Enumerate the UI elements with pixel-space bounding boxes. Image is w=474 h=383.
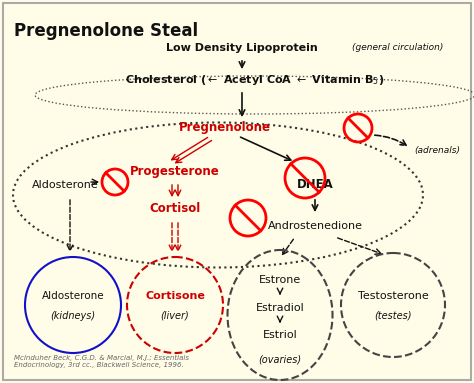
Text: DHEA: DHEA: [297, 178, 333, 192]
Text: Progesterone: Progesterone: [130, 165, 220, 178]
Text: (kidneys): (kidneys): [50, 311, 96, 321]
Text: (liver): (liver): [161, 311, 190, 321]
Text: Pregnenolone: Pregnenolone: [179, 121, 271, 134]
Text: (adrenals): (adrenals): [414, 146, 460, 154]
Text: Estrone: Estrone: [259, 275, 301, 285]
Text: Low Density Lipoprotein: Low Density Lipoprotein: [166, 43, 318, 53]
Text: (testes): (testes): [374, 311, 412, 321]
Text: Cortisol: Cortisol: [149, 201, 201, 214]
Text: Estriol: Estriol: [263, 330, 297, 340]
Text: Testosterone: Testosterone: [357, 291, 428, 301]
Text: Cortisone: Cortisone: [145, 291, 205, 301]
Text: Cholesterol ($\leftarrow$ Acetyl CoA $\leftarrow$ Vitamin B$_5$): Cholesterol ($\leftarrow$ Acetyl CoA $\l…: [126, 73, 384, 87]
Text: (ovaries): (ovaries): [258, 355, 301, 365]
FancyBboxPatch shape: [3, 3, 471, 380]
Text: Estradiol: Estradiol: [255, 303, 304, 313]
Text: Androstenedione: Androstenedione: [267, 221, 363, 231]
Text: Pregnenolone Steal: Pregnenolone Steal: [14, 22, 198, 40]
Text: Mclnduher Beck, C.G.D. & Marcial, M.J.; Essentials
Endocrinology, 3rd cc., Black: Mclnduher Beck, C.G.D. & Marcial, M.J.; …: [14, 355, 189, 368]
Text: Aldosterone: Aldosterone: [32, 180, 99, 190]
Text: Aldosterone: Aldosterone: [42, 291, 104, 301]
Text: (general circulation): (general circulation): [352, 44, 444, 52]
